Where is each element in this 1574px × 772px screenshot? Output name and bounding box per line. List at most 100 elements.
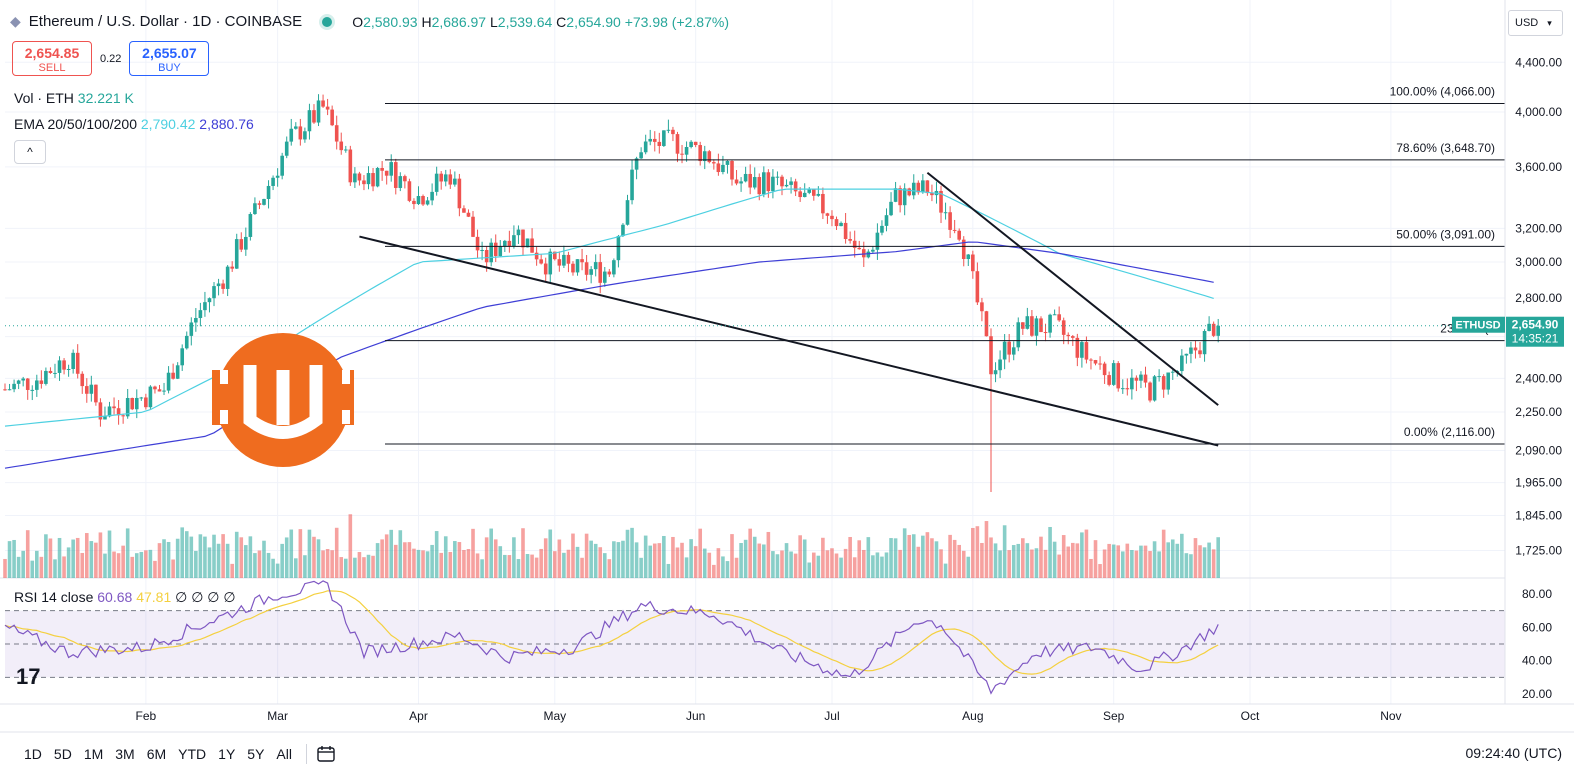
volume-bar bbox=[266, 552, 271, 578]
currency-selector[interactable]: USD ▾ bbox=[1508, 10, 1563, 36]
volume-bar bbox=[416, 549, 421, 578]
volume-bar bbox=[993, 543, 998, 578]
candle-body bbox=[121, 415, 125, 417]
candle-body bbox=[321, 100, 325, 107]
candle-body bbox=[462, 208, 466, 213]
candle-body bbox=[593, 262, 598, 270]
symbol-title[interactable]: Ethereum / U.S. Dollar · 1D · COINBASE bbox=[28, 13, 303, 30]
candle-body bbox=[1184, 353, 1189, 356]
volume-legend[interactable]: Vol · ETH 32.221 K bbox=[14, 90, 134, 106]
volume-bar bbox=[466, 549, 471, 578]
timeframe-6m[interactable]: 6M bbox=[146, 746, 167, 762]
candle-body bbox=[871, 249, 875, 252]
candle-body bbox=[7, 389, 12, 391]
volume-bar bbox=[48, 538, 53, 578]
volume-bar bbox=[984, 521, 989, 578]
calendar-icon[interactable] bbox=[315, 744, 337, 764]
volume-bar bbox=[602, 553, 607, 578]
candle-body bbox=[507, 240, 512, 247]
volume-bar bbox=[1157, 551, 1161, 578]
candle-body bbox=[1143, 374, 1148, 383]
volume-bar bbox=[934, 541, 939, 578]
candle-body bbox=[575, 259, 580, 273]
candle-body bbox=[834, 219, 839, 227]
candle-body bbox=[1139, 374, 1143, 381]
candle-body bbox=[71, 352, 75, 369]
volume-bar bbox=[811, 552, 816, 578]
volume-bar bbox=[839, 557, 843, 578]
timeframe-ytd[interactable]: YTD bbox=[178, 746, 207, 762]
candle-body bbox=[407, 181, 412, 201]
volume-bar bbox=[16, 556, 21, 578]
volume-bar bbox=[84, 533, 89, 578]
volume-bar bbox=[1189, 554, 1193, 578]
candle-body bbox=[384, 170, 389, 176]
candle-body bbox=[793, 181, 798, 192]
volume-bar bbox=[657, 543, 662, 578]
candle-body bbox=[889, 201, 893, 216]
price-axis: 4,400.00 4,000.00 3,600.00 3,200.00 3,000.00… bbox=[1504, 0, 1562, 704]
candle-body bbox=[175, 365, 180, 379]
candle-body bbox=[1134, 377, 1139, 381]
timeframe-all[interactable]: All bbox=[276, 746, 292, 762]
volume-bar bbox=[712, 564, 716, 578]
timeframe-1d[interactable]: 1D bbox=[24, 746, 42, 762]
candle-body bbox=[762, 172, 766, 195]
collapse-legend-button[interactable]: ^ bbox=[14, 140, 46, 164]
candle-body bbox=[166, 372, 171, 391]
candle-body bbox=[675, 134, 680, 154]
volume-bar bbox=[480, 559, 484, 578]
candle-body bbox=[466, 212, 471, 217]
rsi-legend[interactable]: RSI 14 close 60.68 47.81 ∅ ∅ ∅ ∅ bbox=[14, 589, 236, 606]
candle-body bbox=[180, 348, 185, 366]
volume-bar bbox=[230, 563, 234, 578]
candle-body bbox=[316, 100, 321, 123]
volume-bar bbox=[462, 549, 466, 578]
buy-button[interactable]: 2,655.07 BUY bbox=[129, 41, 210, 76]
volume-bar bbox=[493, 539, 498, 578]
candle-body bbox=[775, 176, 780, 178]
candle-body bbox=[448, 174, 453, 185]
candle-body bbox=[475, 236, 480, 251]
timeframe-3m[interactable]: 3M bbox=[115, 746, 135, 762]
candle-body bbox=[1111, 363, 1116, 385]
candle-body bbox=[80, 373, 85, 387]
candle-body bbox=[1039, 318, 1043, 333]
volume-bar bbox=[307, 529, 312, 578]
tradingview-logo[interactable]: 17 bbox=[16, 664, 41, 689]
candle-body bbox=[952, 229, 957, 231]
sell-button[interactable]: 2,654.85 SELL bbox=[12, 41, 92, 76]
candle-body bbox=[343, 149, 348, 151]
candle-body bbox=[580, 259, 584, 263]
candle-body bbox=[284, 141, 289, 156]
volume-bar bbox=[648, 545, 653, 578]
candle-body bbox=[743, 173, 748, 182]
volume-bar bbox=[298, 529, 303, 578]
timeframe-1y[interactable]: 1Y bbox=[218, 746, 236, 762]
volume-bar bbox=[939, 549, 943, 578]
candle-body bbox=[389, 162, 394, 176]
candle-body bbox=[480, 249, 484, 251]
candle-body bbox=[443, 174, 448, 182]
timeframe-5d[interactable]: 5D bbox=[53, 746, 72, 762]
timeframe-5y[interactable]: 5Y bbox=[247, 746, 265, 762]
candle-body bbox=[298, 126, 303, 140]
volume-bar bbox=[144, 550, 148, 578]
candle-body bbox=[816, 193, 821, 196]
candle-body bbox=[1198, 350, 1202, 355]
timeframe-1m[interactable]: 1M bbox=[83, 746, 104, 762]
volume-bar bbox=[1175, 543, 1180, 578]
volume-bar bbox=[630, 527, 634, 578]
candle-body bbox=[393, 162, 398, 188]
candle-body bbox=[939, 190, 943, 213]
ema-legend[interactable]: EMA 20/50/100/200 2,790.42 2,880.76 bbox=[14, 116, 254, 132]
volume-bar bbox=[134, 553, 139, 578]
month-tick-label: Jul bbox=[824, 709, 839, 723]
candle-body bbox=[75, 352, 80, 374]
volume-bar bbox=[1116, 545, 1121, 578]
volume-bar bbox=[321, 550, 325, 578]
utc-clock[interactable]: 09:24:40 (UTC) bbox=[1465, 745, 1562, 761]
volume-bar bbox=[798, 535, 802, 578]
volume-bar bbox=[371, 555, 375, 578]
